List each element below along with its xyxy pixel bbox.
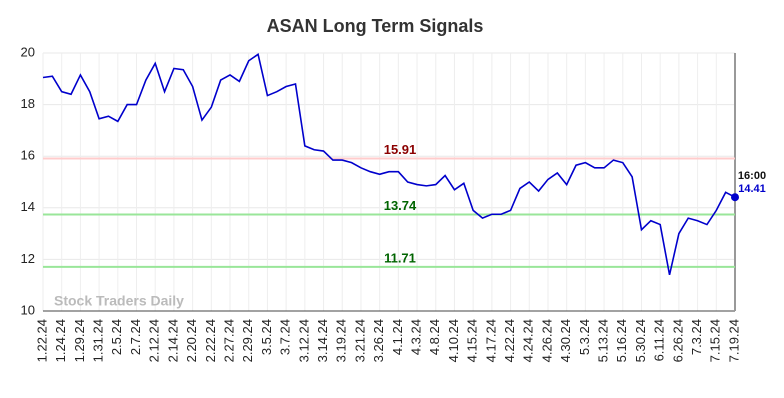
y-tick-label: 18 [21,96,35,111]
price-line [42,52,736,276]
x-tick-label: 3.19.24 [334,319,349,362]
x-tick-label: 2.22.24 [203,319,218,362]
x-tick-label: 2.7.24 [128,319,143,355]
x-tick-label: 4.26.24 [539,319,554,362]
x-tick-label: 5.3.24 [577,319,592,355]
x-tick-label: 4.22.24 [502,319,517,362]
x-tick-label: 4.10.24 [446,319,461,362]
x-tick-label: 3.21.24 [352,319,367,362]
x-tick-label: 4.8.24 [427,319,442,355]
x-tick-label: 1.29.24 [72,319,87,362]
x-tick-label: 2.29.24 [240,319,255,362]
x-tick-label: 7.19.24 [726,319,741,362]
y-tick-label: 20 [21,44,35,59]
x-tick-label: 7.3.24 [689,319,704,355]
signal-label: 11.71 [384,250,416,265]
last-point [731,193,739,202]
x-tick-label: 4.24.24 [521,319,536,362]
signal-label: 15.91 [384,142,417,157]
x-tick-label: 3.26.24 [371,319,386,362]
x-tick-label: 3.5.24 [259,319,274,355]
x-tick-label: 6.11.24 [652,319,667,361]
x-tick-label: 4.1.24 [390,319,405,355]
x-tick-label: 5.16.24 [614,319,629,362]
y-tick-label: 10 [21,302,35,317]
signal-label: 13.74 [384,198,417,213]
x-tick-label: 4.15.24 [465,319,480,362]
x-tick-label: 6.26.24 [670,319,685,362]
x-tick-label: 4.30.24 [558,319,573,362]
x-tick-label: 3.12.24 [296,319,311,362]
last-value: 14.41 [738,183,766,195]
x-tick-label: 4.17.24 [483,319,498,362]
y-tick-label: 14 [21,199,35,214]
y-tick-label: 16 [21,148,35,163]
x-tick-label: 1.22.24 [34,319,49,362]
x-tick-label: 2.12.24 [147,319,162,362]
x-tick-label: 3.14.24 [315,319,330,362]
x-tick-label: 5.13.24 [596,319,611,362]
watermark: Stock Traders Daily [54,293,184,309]
last-time: 16:00 [738,170,766,182]
x-tick-label: 5.30.24 [633,319,648,362]
x-tick-label: 4.3.24 [408,319,423,355]
x-tick-label: 3.7.24 [278,319,293,355]
x-tick-label: 7.15.24 [708,319,723,362]
x-tick-label: 1.24.24 [53,319,68,362]
x-tick-label: 2.14.24 [165,319,180,362]
x-tick-label: 2.5.24 [109,319,124,355]
x-tick-label: 1.31.24 [91,319,106,362]
x-tick-label: 2.27.24 [221,319,236,362]
y-tick-label: 12 [21,251,35,266]
chart-title: ASAN Long Term Signals [267,16,484,36]
x-tick-label: 2.20.24 [184,319,199,362]
